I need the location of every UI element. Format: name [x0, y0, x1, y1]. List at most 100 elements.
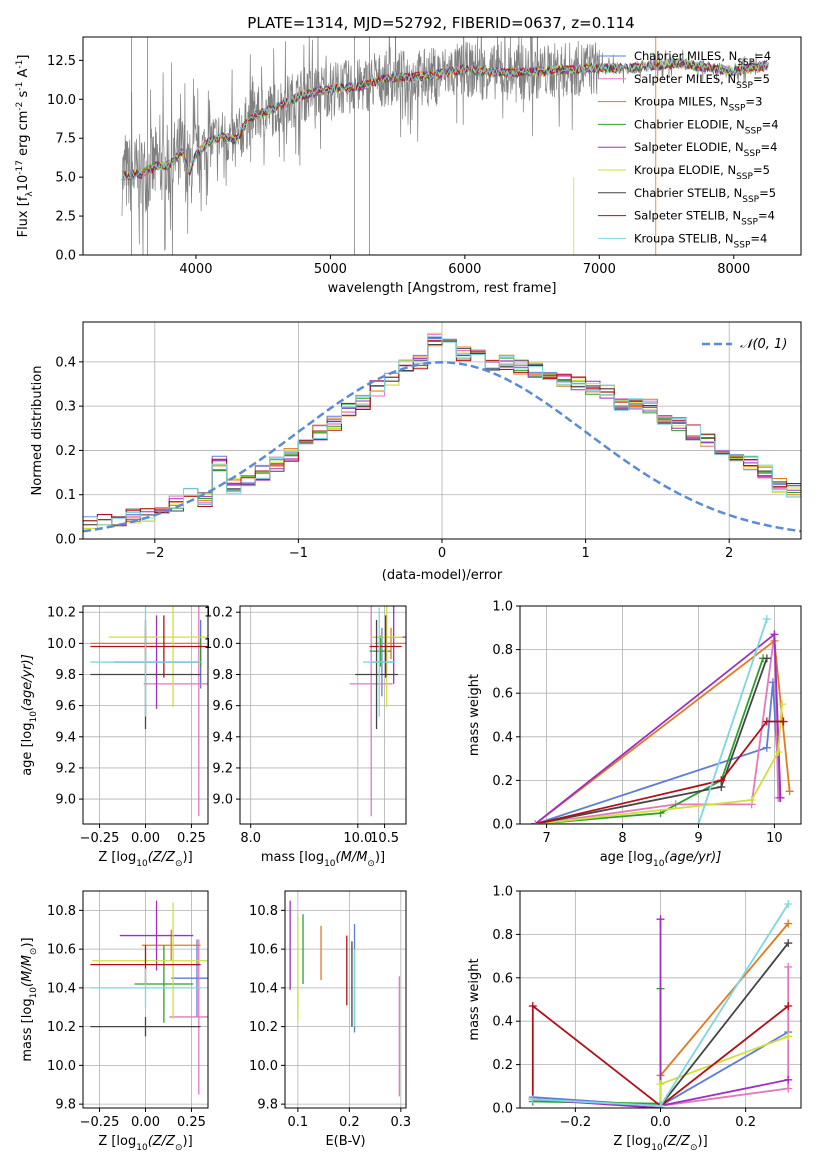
y-tick-label: 10.6 [249, 943, 278, 958]
weight-series-marker [528, 1002, 537, 1011]
weight-series-marker [785, 787, 794, 796]
x-axis-label: Z [log10(Z/Z⊙)] [98, 850, 192, 869]
x-tick-label: 4000 [179, 262, 212, 277]
weight-series-marker [747, 796, 756, 805]
y-tick-label: 0.6 [492, 687, 513, 702]
x-tick-label: 6000 [448, 262, 481, 277]
y-tick-label: 0.2 [492, 1058, 513, 1073]
model-spectrum-line-2 [121, 59, 768, 181]
y-tick-label: 10.2 [204, 606, 233, 621]
errorbar-point-6 [370, 606, 403, 708]
y-tick-label: 1.0 [492, 885, 513, 900]
y-tick-label: 10.0 [47, 1059, 76, 1074]
mass-weight-vs-z-plot-area [528, 900, 793, 1108]
errorbar-point-9 [90, 968, 201, 1008]
weight-series-marker [694, 820, 703, 824]
x-axis-label: Z [log10(Z/Z⊙)] [613, 1134, 707, 1153]
residual-histogram-2 [83, 333, 801, 532]
x-tick-label: −0.25 [80, 831, 120, 846]
y-tick-label: 0.0 [492, 1102, 513, 1117]
residual-histogram-3 [83, 339, 801, 532]
y-tick-label: 9.8 [257, 1098, 278, 1113]
errorbar-point-4 [134, 945, 194, 1023]
weight-series-marker [656, 1080, 665, 1089]
x-axis-label: Z [log10(Z/Z⊙)] [98, 1134, 192, 1153]
y-tick-label: 0.8 [492, 928, 513, 943]
legend-entry-9: Kroupa STELIB, NSSP=4 [634, 231, 767, 250]
weight-series-marker [762, 615, 771, 624]
x-tick-label: 9 [694, 831, 702, 846]
y-tick-label: 0.0 [55, 533, 76, 548]
x-tick-label: 2 [725, 546, 733, 561]
y-tick-label: 10.2 [47, 606, 76, 621]
y-tick-label: 9.6 [55, 699, 76, 714]
y-tick-label: 12.5 [47, 54, 76, 69]
y-tick-label: 0.6 [492, 971, 513, 986]
weight-series-marker [656, 915, 665, 924]
weight-series-marker [784, 900, 793, 909]
x-tick-label: 7 [542, 831, 550, 846]
weight-series-marker [778, 700, 787, 709]
weight-series-line-7 [659, 942, 789, 1107]
spectrum-legend: Chabrier MILES, NSSP=4 Salpeter MILES, NS… [598, 49, 779, 250]
weight-series-marker [784, 919, 793, 928]
normal-distribution-curve [83, 361, 801, 533]
y-tick-label: 10.8 [47, 904, 76, 919]
y-tick-label: 0.1 [55, 488, 76, 503]
errorbar-point-2 [169, 939, 208, 1095]
x-tick-label: 5000 [314, 262, 347, 277]
weight-series-marker [784, 1084, 793, 1093]
legend-entry-6: Kroupa ELODIE, NSSP=5 [634, 163, 770, 182]
weight-series-marker [762, 717, 771, 726]
y-tick-label: 10.2 [249, 1020, 278, 1035]
y-axis-label: mass weight [467, 958, 482, 1040]
errorbar-point-7 [90, 1016, 201, 1037]
mass-weight-vs-z-panel: −0.2 0.0 0.2 0.0 0.2 0.4 0.6 0.8 1.0 Z [log10(Z/Z… [467, 885, 802, 1153]
x-tick-label: 10 [766, 831, 783, 846]
legend-entry-1: Chabrier MILES, NSSP=4 [634, 49, 771, 68]
errorbar-point-6 [92, 902, 208, 1019]
x-tick-label: −1 [289, 546, 308, 561]
y-tick-label: 0.2 [55, 444, 76, 459]
weight-series-line-6 [535, 704, 783, 824]
x-tick-label: 0.25 [177, 1115, 206, 1130]
x-tick-label: 0 [438, 546, 446, 561]
x-axis-label: (data-model)/error [382, 568, 503, 583]
weight-series-marker [784, 1075, 793, 1084]
y-tick-label: 10.0 [47, 93, 76, 108]
weight-series-marker [779, 717, 788, 726]
y-tick-label: 2.5 [55, 210, 76, 225]
y-tick-label: 10.4 [47, 981, 76, 996]
weight-series-marker [762, 743, 771, 752]
x-tick-label: 1 [581, 546, 589, 561]
grid-lines [520, 605, 801, 825]
y-tick-label: 9.6 [212, 699, 233, 714]
observed-spectrum-line [121, 37, 769, 255]
x-axis-label: age [log10(age/yr)] [600, 850, 722, 869]
figure-title: PLATE=1314, MJD=52792, FIBERID=0637, z=0… [247, 14, 634, 32]
y-tick-label: 0.4 [492, 1015, 513, 1030]
x-axis-label: wavelength [Angstrom, rest frame] [328, 281, 557, 296]
y-tick-label: 10.8 [249, 904, 278, 919]
axes-frame [284, 890, 407, 1109]
x-tick-label: 0.2 [339, 1115, 360, 1130]
y-tick-label: 9.4 [212, 730, 233, 745]
weight-series-marker [717, 776, 726, 785]
y-tick-label: 0.4 [55, 355, 76, 370]
residuals-panel: −2 −1 0 1 2 0.0 0.1 0.2 0.3 0.4 (data-model)/error… [30, 321, 802, 583]
y-tick-label: 10.4 [249, 981, 278, 996]
x-tick-label: 0.00 [131, 1115, 160, 1130]
y-tick-label: 9.8 [55, 1098, 76, 1113]
errorbar-point-7 [355, 620, 398, 730]
mass-vs-z-plot-area [90, 900, 208, 1095]
y-tick-label: 10.6 [47, 943, 76, 958]
errorbar-point-2 [143, 606, 208, 817]
errorbar-point-8 [369, 615, 402, 678]
errorbar-point-2 [349, 606, 393, 817]
y-tick-label: 10.2 [47, 1020, 76, 1035]
weight-series-line-9 [535, 618, 768, 824]
legend-entry-2: Salpeter MILES, NSSP=5 [634, 72, 770, 91]
y-tick-label: 5.0 [55, 171, 76, 186]
